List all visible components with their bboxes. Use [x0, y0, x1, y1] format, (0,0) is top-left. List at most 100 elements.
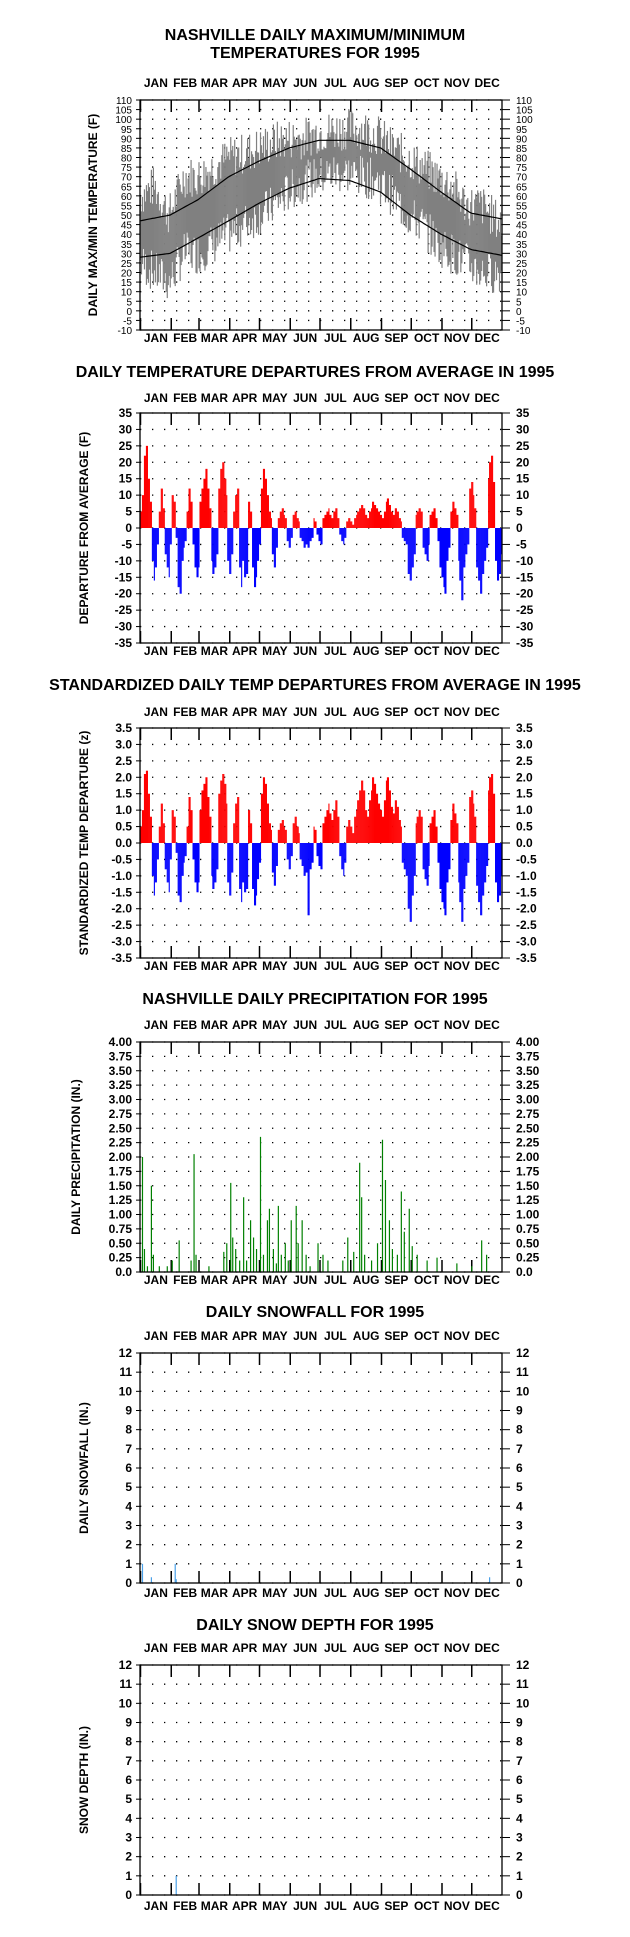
- plot-frame: [139, 727, 503, 959]
- month-label-bottom: JUN: [293, 1273, 317, 1287]
- y-tick-label-right: -5: [516, 537, 527, 551]
- y-tick-label-left: 3.75: [109, 1049, 133, 1063]
- y-tick-label-left: 7: [125, 1442, 132, 1456]
- y-tick-label-left: 1.50: [109, 1179, 133, 1193]
- month-label-bottom: MAY: [262, 1899, 288, 1913]
- y-tick-label-right: 1.75: [516, 1164, 540, 1178]
- y-tick-label-left: 5: [126, 297, 132, 308]
- y-tick-label-right: 20: [516, 269, 528, 280]
- y-tick-label-left: 1.25: [109, 1193, 133, 1207]
- y-tick-label-right: 0.0: [516, 836, 533, 850]
- month-label-top: JUL: [324, 1018, 347, 1032]
- y-tick-label-right: 5: [516, 297, 522, 308]
- month-label-bottom: OCT: [414, 1899, 440, 1913]
- month-label-bottom: DEC: [474, 331, 500, 345]
- y-tick-label-right: -10: [516, 326, 531, 337]
- y-tick-label-right: 15: [516, 472, 530, 486]
- normal-high-line: [140, 139, 502, 222]
- y-tick-label-left: 4: [125, 1499, 132, 1513]
- chart-title: TEMPERATURES FOR 1995: [210, 45, 420, 62]
- y-tick-label-left: -5: [121, 537, 132, 551]
- y-tick-label-left: 3.50: [109, 1064, 133, 1078]
- y-tick-label-right: -25: [516, 603, 534, 617]
- month-label-top: JUN: [293, 1641, 317, 1655]
- month-label-bottom: MAY: [262, 959, 288, 973]
- y-tick-label-right: 3.5: [516, 721, 533, 735]
- y-tick-label-left: 0: [126, 307, 132, 318]
- month-label-top: AUG: [353, 705, 380, 719]
- y-tick-label-right: 3: [516, 1831, 523, 1845]
- chart-title: DAILY SNOW DEPTH FOR 1995: [196, 1617, 433, 1634]
- y-tick-label-right: -2.0: [516, 902, 537, 916]
- month-label-top: MAY: [262, 705, 288, 719]
- month-label-bottom: JAN: [144, 331, 168, 345]
- y-tick-label-right: 0.25: [516, 1251, 540, 1265]
- normal-low-line: [140, 177, 502, 258]
- y-tick-label-left: 0: [125, 521, 132, 535]
- y-tick-label-right: 0.50: [516, 1236, 540, 1250]
- month-label-top: AUG: [353, 1641, 380, 1655]
- y-tick-label-right: 8: [516, 1735, 523, 1749]
- month-label-bottom: SEP: [384, 1273, 408, 1287]
- y-tick-label-left: 85: [121, 144, 133, 155]
- y-tick-label-right: 45: [516, 221, 528, 232]
- month-label-bottom: AUG: [353, 1899, 380, 1913]
- month-label-top: SEP: [384, 1018, 408, 1032]
- y-tick-label-right: 5: [516, 1480, 523, 1494]
- y-tick-label-left: -3.5: [111, 951, 132, 965]
- y-tick-label-right: 1: [516, 1557, 523, 1571]
- y-tick-label-right: 2.0: [516, 770, 533, 784]
- y-tick-label-right: 7: [516, 1754, 523, 1768]
- month-label-bottom: MAR: [201, 1586, 229, 1600]
- month-label-bottom: DEC: [474, 959, 500, 973]
- month-label-top: OCT: [414, 705, 440, 719]
- month-label-top: SEP: [384, 76, 408, 90]
- y-tick-label-left: 1.5: [115, 787, 132, 801]
- y-tick-label-left: -0.5: [111, 852, 132, 866]
- y-tick-label-left: 0.0: [115, 1265, 132, 1279]
- month-label-bottom: JUL: [324, 331, 347, 345]
- month-label-top: SEP: [384, 391, 408, 405]
- y-tick-label-left: 0.50: [109, 1236, 133, 1250]
- plot-frame: [139, 412, 503, 644]
- y-tick-label-left: -30: [115, 620, 133, 634]
- month-label-bottom: NOV: [444, 644, 470, 658]
- y-tick-label-right: 70: [516, 173, 528, 184]
- y-tick-label-left: 65: [121, 182, 133, 193]
- plot-frame: [139, 1352, 503, 1584]
- y-tick-label-right: 50: [516, 211, 528, 222]
- y-tick-label-left: -1.5: [111, 885, 132, 899]
- y-tick-label-left: 3: [125, 1519, 132, 1533]
- month-label-bottom: OCT: [414, 1273, 440, 1287]
- y-tick-label-right: 9: [516, 1716, 523, 1730]
- month-label-bottom: APR: [232, 644, 258, 658]
- y-tick-label-left: 2.25: [109, 1136, 133, 1150]
- month-label-bottom: AUG: [353, 331, 380, 345]
- month-label-bottom: APR: [232, 959, 258, 973]
- y-tick-label-right: -15: [516, 570, 534, 584]
- y-tick-label-left: 80: [121, 154, 133, 165]
- month-label-top: MAR: [201, 76, 229, 90]
- y-tick-label-right: 35: [516, 406, 530, 420]
- month-label-top: SEP: [384, 705, 408, 719]
- y-axis-label: DAILY SNOWFALL (IN.): [77, 1402, 91, 1534]
- month-label-bottom: JUN: [293, 1586, 317, 1600]
- month-label-bottom: APR: [232, 1899, 258, 1913]
- month-label-bottom: JUN: [293, 331, 317, 345]
- month-label-bottom: JUN: [293, 644, 317, 658]
- chart-title: DAILY TEMPERATURE DEPARTURES FROM AVERAG…: [76, 364, 555, 381]
- y-tick-label-right: 85: [516, 144, 528, 155]
- month-label-top: FEB: [173, 1329, 197, 1343]
- chart-title: DAILY SNOWFALL FOR 1995: [206, 1304, 425, 1321]
- y-tick-label-right: 0: [516, 307, 522, 318]
- y-tick-label-left: 2.50: [109, 1121, 133, 1135]
- month-label-top: NOV: [444, 76, 470, 90]
- y-tick-label-left: 1.75: [109, 1164, 133, 1178]
- y-tick-label-right: 2.00: [516, 1150, 540, 1164]
- month-label-top: OCT: [414, 1329, 440, 1343]
- y-tick-label-right: -10: [516, 554, 534, 568]
- chart-panel-3: STANDARDIZED DAILY TEMP DEPARTURES FROM …: [49, 677, 581, 973]
- month-label-bottom: JUL: [324, 1273, 347, 1287]
- y-tick-label-right: 25: [516, 439, 530, 453]
- y-tick-label-left: 2.5: [115, 754, 132, 768]
